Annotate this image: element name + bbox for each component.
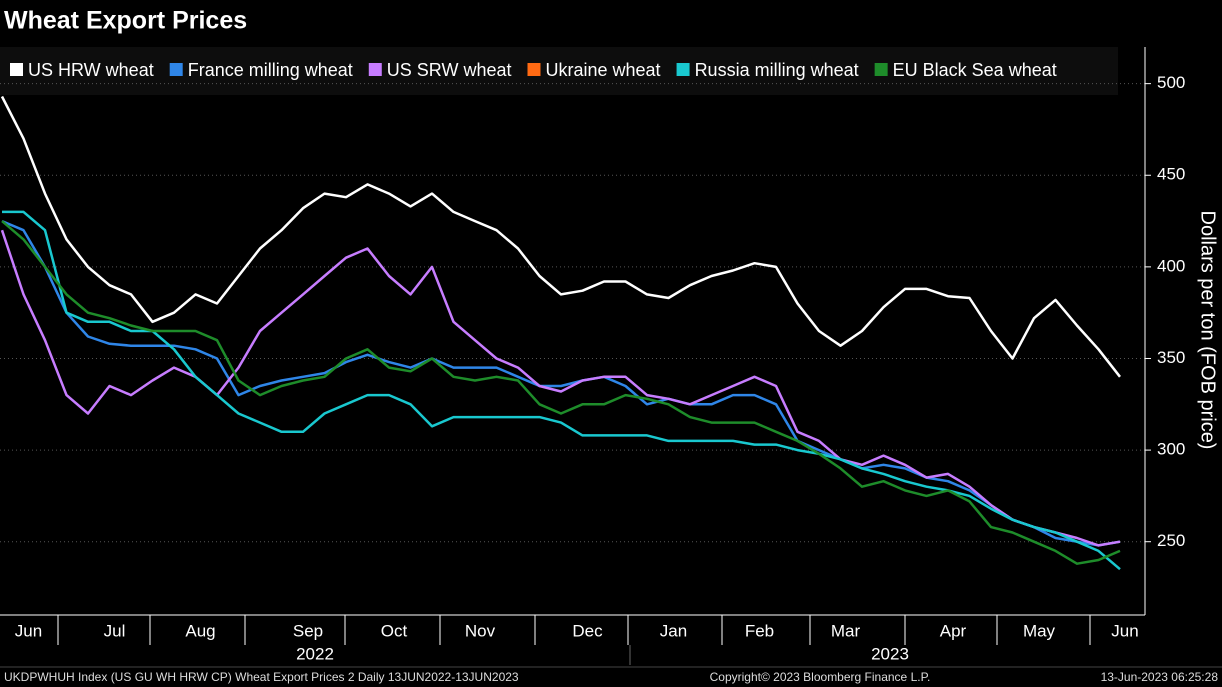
y-tick-label: 300 <box>1157 440 1185 459</box>
legend-swatch <box>527 63 541 76</box>
month-separators <box>57 615 1091 665</box>
y-axis-title: Dollars per ton (FOB price) <box>1197 211 1219 450</box>
legend-swatch <box>169 63 183 76</box>
x-tick-label: Apr <box>940 621 967 640</box>
footer-center: Copyright© 2023 Bloomberg Finance L.P. <box>710 670 931 684</box>
x-tick-label: Nov <box>465 621 496 640</box>
x-tick-label: Jun <box>15 621 42 640</box>
x-tick-label: Jan <box>660 621 687 640</box>
series-line <box>1 220 1121 565</box>
y-tick-label: 250 <box>1157 531 1185 550</box>
x-tick-label: Jul <box>104 621 126 640</box>
legend-label: Russia milling wheat <box>695 60 859 80</box>
legend-label: US SRW wheat <box>387 60 512 80</box>
plot <box>0 95 1121 571</box>
x-tick-label: Oct <box>381 621 408 640</box>
x-tick-label: Dec <box>572 621 603 640</box>
grid <box>0 83 1151 543</box>
x-tick-label: Jun <box>1111 621 1138 640</box>
series-line <box>2 210 1121 571</box>
x-tick-label: Sep <box>293 621 323 640</box>
legend-label: US HRW wheat <box>28 60 154 80</box>
year-label: 2023 <box>871 644 909 663</box>
y-tick-label: 500 <box>1157 73 1185 92</box>
x-tick-label: Aug <box>185 621 215 640</box>
chart-title: Wheat Export Prices <box>4 7 247 35</box>
legend-label: EU Black Sea wheat <box>893 60 1057 80</box>
x-tick-label: May <box>1023 621 1056 640</box>
legend-box <box>0 47 1118 95</box>
y-tick-label: 350 <box>1157 348 1185 367</box>
legend-swatch <box>368 63 382 76</box>
series-line <box>1 219 1121 547</box>
legend: US HRW wheat France milling wheat US SRW w… <box>10 60 1057 80</box>
footer-right: 13-Jun-2023 06:25:28 <box>1101 670 1219 684</box>
x-tick-label: Feb <box>745 621 774 640</box>
legend-swatch <box>10 63 23 76</box>
year-label: 2022 <box>296 644 334 663</box>
footer-left: UKDPWHUH Index (US GU WH HRW CP) Wheat E… <box>4 670 519 684</box>
y-tick-label: 450 <box>1157 165 1185 184</box>
x-tick-label: Mar <box>831 621 861 640</box>
series-line <box>0 229 1121 547</box>
legend-label: Ukraine wheat <box>546 60 661 80</box>
series-line <box>0 95 1121 378</box>
y-tick-label: 400 <box>1157 256 1185 275</box>
legend-label: France milling wheat <box>188 60 353 80</box>
legend-swatch <box>676 63 690 76</box>
legend-swatch <box>874 63 888 76</box>
